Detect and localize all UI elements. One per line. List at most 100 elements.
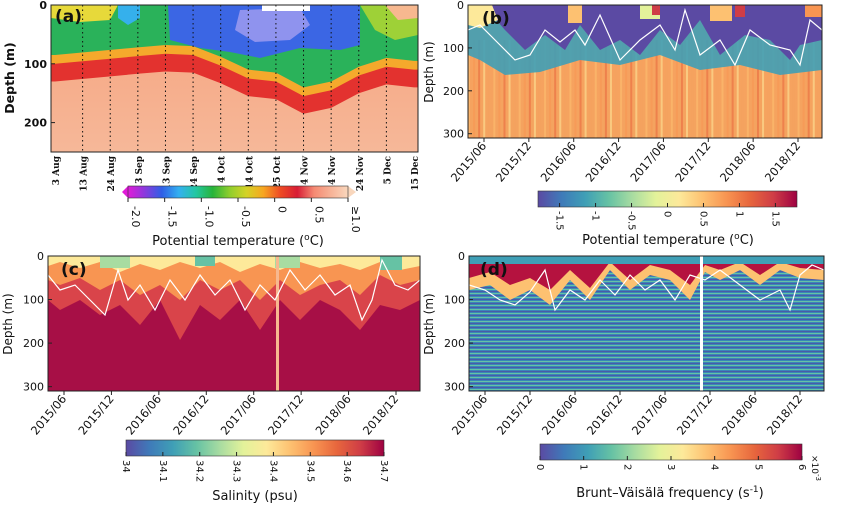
y-tick-label: 0 xyxy=(457,0,464,12)
panel-d-colorbar-ticks: 0 1 2 3 4 5 6 xyxy=(534,456,807,470)
panel-c-surface-layer xyxy=(48,256,420,272)
panel-c-frame xyxy=(47,255,421,392)
panel-b-ylabel: Depth (m) xyxy=(422,41,436,102)
streak xyxy=(736,40,739,138)
y-tick-label: 300 xyxy=(444,381,465,394)
streak xyxy=(574,40,577,138)
streak xyxy=(549,40,552,138)
x-tick-label: 24 Nov xyxy=(356,155,366,191)
y-tick-label: 300 xyxy=(443,128,464,141)
colorbar-tick-label: -1.5 xyxy=(166,206,179,227)
x-tick-label: 14 Oct xyxy=(245,155,255,189)
streak xyxy=(675,40,678,138)
colorbar-tick-label: 0 xyxy=(662,211,673,217)
panel-b-surface-patch-3 xyxy=(652,5,660,15)
colorbar-tick-label: -1.0 xyxy=(202,206,215,227)
streak xyxy=(630,40,633,138)
colorbar-tick-label: 4 xyxy=(709,464,720,470)
streak xyxy=(559,40,562,138)
panel-d-y-ticks: 0 100 200 300 xyxy=(444,250,473,394)
y-tick-label: 100 xyxy=(444,294,465,307)
x-tick-label: 2017/12 xyxy=(674,392,715,438)
panel-a-label: (a) xyxy=(55,7,82,27)
panel-c-fresh-patch-1 xyxy=(100,256,130,268)
streak xyxy=(468,40,470,138)
x-tick-label: 2016/06 xyxy=(538,139,579,185)
streak xyxy=(741,40,744,138)
streak xyxy=(544,40,547,138)
panel-c-colorbar-ticks: 34 34.1 34.2 34.3 34.4 34.5 34.6 34.7 xyxy=(120,452,389,482)
streak xyxy=(599,40,602,138)
x-tick-label: 2015/06 xyxy=(449,392,490,438)
x-tick-label: 2018/06 xyxy=(312,392,353,438)
panel-a-coldest-core xyxy=(118,5,140,25)
streak xyxy=(493,40,496,138)
panel-a-frame xyxy=(50,4,419,153)
panel-a-light-blue-core xyxy=(235,8,310,42)
x-tick-label: 2017/12 xyxy=(672,139,713,185)
streak xyxy=(802,40,805,138)
x-tick-label: 15 Dec xyxy=(411,155,421,190)
panel-d-white-contour xyxy=(469,264,824,312)
x-tick-label: 2017/06 xyxy=(627,139,668,185)
streak xyxy=(528,40,531,138)
panel-b-colorbar-ticks: -1.5 -1 -0.5 0 0.5 1 1.5 xyxy=(554,203,780,231)
panel-d-label: (d) xyxy=(480,260,508,280)
y-tick-label: 100 xyxy=(24,58,47,71)
panel-d-surface-layer xyxy=(469,256,824,264)
panel-c-upper-layer xyxy=(48,256,420,300)
panel-a-colorbar-arrow-left xyxy=(122,186,128,198)
y-tick-label: 200 xyxy=(23,337,44,350)
x-tick-label: 2017/06 xyxy=(629,392,670,438)
panel-b-white-contour xyxy=(468,7,822,67)
x-tick-label: 14 Nov xyxy=(328,155,338,191)
colorbar-tick-label: 34.1 xyxy=(157,460,168,482)
panel-d-data-gap xyxy=(700,256,703,391)
panel-a-y-ticks: 0 100 200 xyxy=(24,0,55,130)
colorbar-tick-label: 1 xyxy=(733,211,744,217)
streak xyxy=(711,40,714,138)
streak xyxy=(746,40,749,138)
streak xyxy=(701,40,704,138)
streak xyxy=(584,40,587,138)
panel-b-heatmap xyxy=(468,5,822,138)
streak xyxy=(615,40,618,138)
streak xyxy=(686,40,689,138)
streak xyxy=(609,40,612,138)
streak xyxy=(523,40,526,138)
panel-c-ylabel: Depth (m) xyxy=(1,293,15,354)
x-tick-label: 5 Dec xyxy=(383,155,393,184)
panel-a-colorbar-arrow-right xyxy=(348,186,356,198)
streak xyxy=(645,40,648,138)
x-tick-label: 2018/12 xyxy=(360,392,401,438)
colorbar-tick-label: 34.7 xyxy=(378,460,389,482)
colorbar-tick-label: 34.4 xyxy=(267,460,278,482)
panel-d-ylabel: Depth (m) xyxy=(422,293,436,354)
y-tick-label: 200 xyxy=(444,337,465,350)
streak xyxy=(589,40,592,138)
streak xyxy=(650,40,653,138)
colorbar-tick-label: ≥1.0 xyxy=(349,206,362,233)
streak xyxy=(594,40,597,138)
x-tick-label: 2015/12 xyxy=(493,139,534,185)
colorbar-tick-label: 0.5 xyxy=(312,206,325,224)
streak xyxy=(498,40,501,138)
panel-b-y-ticks: 0 100 200 300 xyxy=(443,0,472,141)
streak xyxy=(640,40,643,138)
x-tick-label: 2015/12 xyxy=(75,392,116,438)
streak xyxy=(777,40,780,138)
streak xyxy=(772,40,775,138)
panel-c-fresh-patch-3 xyxy=(275,256,300,268)
colorbar-tick-label: 1.5 xyxy=(769,211,780,227)
streak xyxy=(787,40,790,138)
panel-c-label: (c) xyxy=(61,260,87,280)
y-tick-label: 300 xyxy=(23,381,44,394)
y-tick-label: 200 xyxy=(24,117,47,130)
y-tick-label: 0 xyxy=(39,0,47,12)
panel-a: 0 100 200 3 Aug 13 Aug 24 Aug 3 Sep 13 Sep 24 S… xyxy=(2,0,421,249)
colorbar-tick-label: 6 xyxy=(796,464,807,470)
y-tick-label: 200 xyxy=(443,85,464,98)
x-tick-label: 24 Sep xyxy=(190,156,200,190)
